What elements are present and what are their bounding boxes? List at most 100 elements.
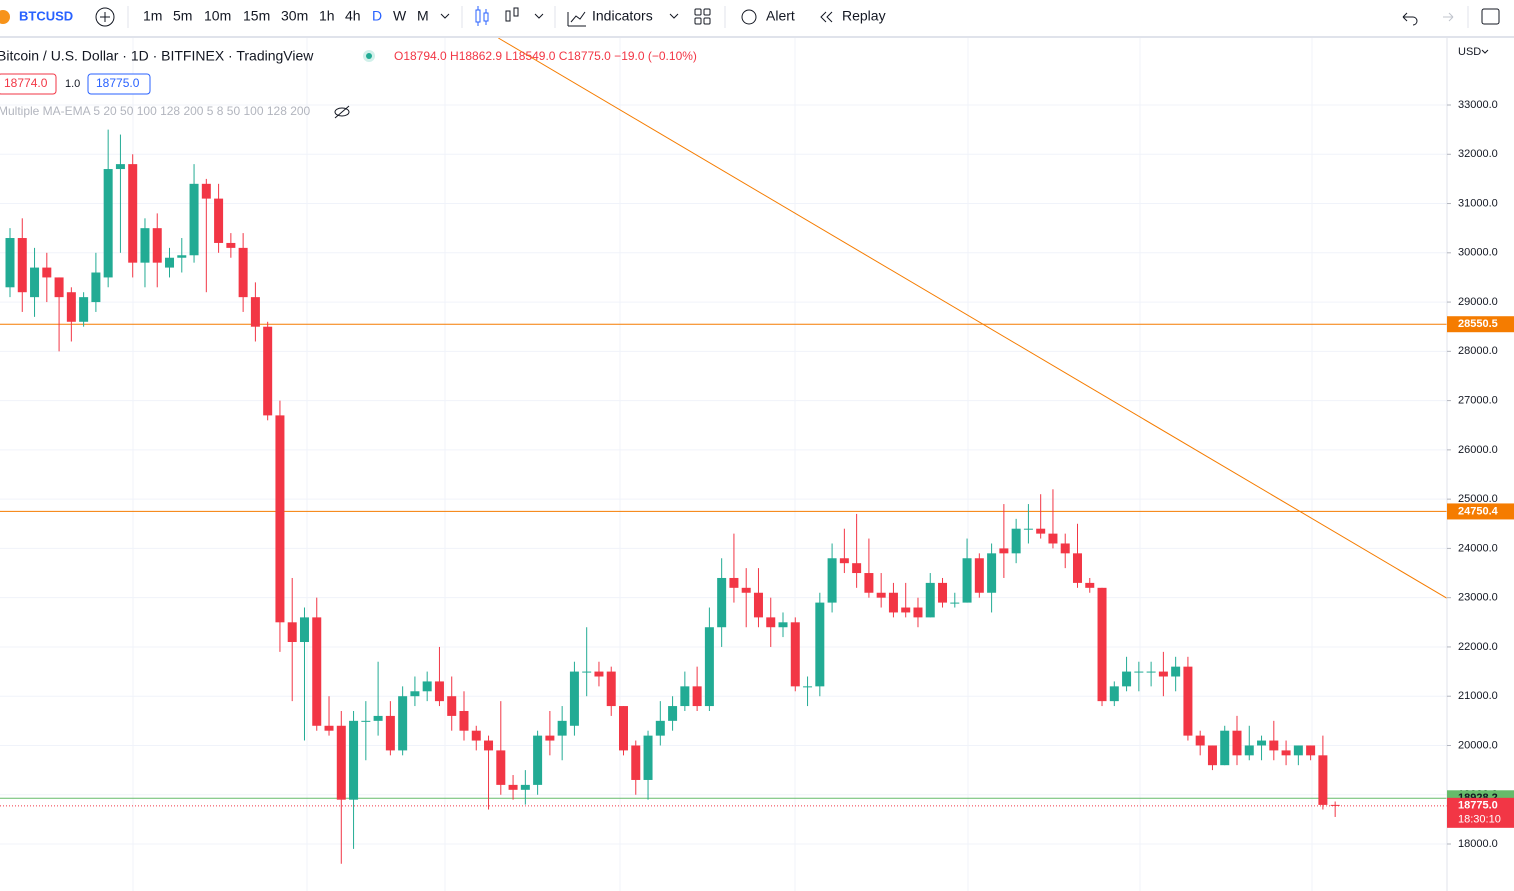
candle-body	[1195, 735, 1205, 746]
market-status	[366, 53, 372, 59]
candle-body	[582, 671, 592, 673]
ask-price[interactable]: 18775.0	[96, 76, 140, 90]
indicators-button[interactable]: Indicators	[592, 8, 653, 24]
candle-body	[569, 671, 579, 726]
ohlc-values: O18794.0 H18862.9 L18549.0 C18775.0 −19.…	[394, 49, 697, 63]
candle-body	[619, 706, 628, 751]
candle-body	[459, 710, 469, 731]
candle-body	[864, 573, 874, 593]
y-tick-label: 30000.0	[1458, 247, 1498, 259]
candle-body	[54, 277, 64, 298]
candle-body	[1220, 730, 1230, 766]
symbol-icon	[0, 10, 10, 24]
sell-box[interactable]	[0, 73, 57, 95]
level-tag	[1447, 503, 1514, 520]
candle-body	[962, 558, 972, 603]
fullscreen-button[interactable]	[1481, 8, 1500, 25]
y-tick-label: 21000.0	[1458, 690, 1498, 702]
add-symbol[interactable]	[95, 7, 115, 27]
dropdown[interactable]	[669, 13, 679, 19]
candle-body	[1122, 671, 1132, 687]
candle-body	[901, 607, 911, 613]
candle-body	[1244, 745, 1254, 756]
timeframe-button[interactable]: 30m	[281, 8, 308, 24]
candle-body	[508, 784, 518, 790]
plot	[0, 37, 1448, 864]
candle-body	[704, 627, 714, 707]
candle-body	[189, 183, 199, 256]
bars-type-button[interactable]	[505, 7, 519, 22]
candle-body	[938, 582, 948, 603]
candle-body	[287, 622, 297, 643]
buy-box[interactable]	[87, 73, 151, 95]
timeframe-button[interactable]: 1h	[319, 8, 335, 24]
timeframe-button[interactable]: 1m	[143, 8, 162, 24]
y-tick-label: 24000.0	[1458, 542, 1498, 554]
currency-dropdown[interactable]	[1481, 49, 1489, 54]
candle-body	[1269, 740, 1279, 751]
candle-body	[594, 671, 604, 677]
candle-body	[79, 297, 89, 322]
dropdown[interactable]	[440, 13, 450, 19]
timeframe-button[interactable]: M	[417, 8, 429, 24]
layouts-button[interactable]	[694, 8, 711, 25]
currency[interactable]: USD	[1458, 46, 1481, 58]
candle-body	[1072, 553, 1082, 583]
candle-body	[1085, 582, 1095, 588]
candle-body	[324, 725, 334, 731]
candle-body	[5, 238, 15, 288]
candle-body	[263, 326, 273, 416]
bid-price[interactable]: 18774.0	[4, 76, 48, 90]
indicator-label: Multiple MA-EMA 5 20 50 100 128 200 5 8 …	[0, 104, 311, 118]
chart-type-button[interactable]	[475, 6, 489, 26]
candle-body	[1097, 587, 1107, 702]
timeframe-button[interactable]: 10m	[204, 8, 231, 24]
candle-body	[91, 272, 101, 303]
candle-body	[250, 297, 260, 327]
y-tick-label: 27000.0	[1458, 395, 1498, 407]
timeframe-button[interactable]: 4h	[345, 8, 361, 24]
candle-body	[753, 592, 763, 618]
timeframe-button[interactable]: 5m	[173, 8, 192, 24]
candle-body	[668, 706, 678, 721]
y-tick-label: 28000.0	[1458, 345, 1498, 357]
y-tick-label: 26000.0	[1458, 444, 1498, 456]
y-tick-label: 31000.0	[1458, 197, 1498, 209]
timeframe-button[interactable]: W	[393, 8, 407, 24]
candle-body	[1281, 750, 1291, 756]
countdown: 18:30:10	[1458, 814, 1501, 826]
candle-body	[226, 242, 236, 248]
timeframe-button[interactable]: D	[372, 8, 382, 24]
dropdown[interactable]	[534, 13, 544, 19]
candle-body	[1146, 671, 1156, 673]
timeframe-button[interactable]: 15m	[243, 8, 270, 24]
replay-button[interactable]: Replay	[842, 8, 886, 24]
candle-body	[349, 720, 359, 800]
redo-button[interactable]	[1443, 12, 1454, 22]
candle-body	[1207, 745, 1217, 766]
hide-indicator-icon[interactable]	[334, 105, 350, 119]
candle-body	[815, 602, 825, 687]
candle-body	[876, 592, 886, 598]
candle-body	[42, 267, 52, 278]
add-icon	[100, 12, 110, 22]
symbol[interactable]: BTCUSD	[19, 8, 73, 23]
candle-body	[434, 681, 444, 702]
alert-button[interactable]: Alert	[766, 8, 795, 24]
y-tick-label: 22000.0	[1458, 641, 1498, 653]
candle-body	[422, 681, 432, 692]
candle-body	[888, 592, 898, 613]
level-tag	[1447, 316, 1514, 333]
undo-button[interactable]	[1402, 12, 1418, 26]
candle-body	[520, 784, 530, 790]
alert-icon	[741, 9, 757, 25]
candle-body	[839, 558, 849, 564]
level-label: 24750.4	[1458, 505, 1499, 517]
candle-body	[778, 622, 788, 628]
candle-body	[484, 740, 494, 751]
candle-body	[913, 607, 923, 618]
candle-body	[545, 735, 555, 741]
